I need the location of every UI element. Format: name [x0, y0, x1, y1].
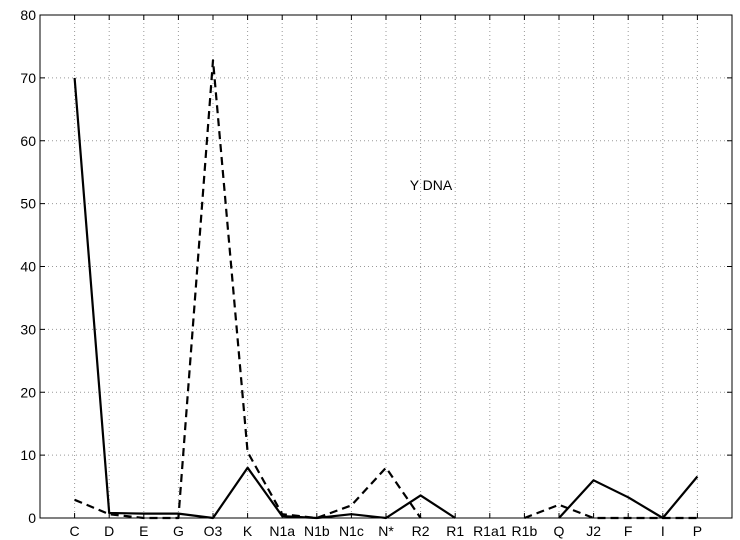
y-tick-label: 10: [20, 447, 36, 463]
x-tick-label: R2: [412, 523, 430, 539]
x-tick-label: D: [104, 523, 114, 539]
y-tick-label: 80: [20, 7, 36, 23]
y-tick-label: 20: [20, 384, 36, 400]
x-tick-label: F: [624, 523, 633, 539]
x-tick-label: C: [70, 523, 80, 539]
x-tick-label: N1a: [269, 523, 295, 539]
x-tick-label: R1a1: [473, 523, 507, 539]
x-tick-label: R1: [446, 523, 464, 539]
x-tick-label: Q: [554, 523, 565, 539]
x-tick-label: P: [693, 523, 702, 539]
chart-annotation: Y DNA: [410, 177, 453, 193]
y-tick-label: 40: [20, 259, 36, 275]
axis-ticks: [40, 14, 732, 519]
y-tick-label: 0: [28, 510, 36, 526]
x-tick-label: J2: [586, 523, 601, 539]
grid-lines: [40, 15, 732, 518]
x-tick-label: K: [243, 523, 253, 539]
series-line-solid: [73, 77, 699, 520]
y-tick-label: 30: [20, 321, 36, 337]
x-tick-labels: C D E G O3 K N1a N1b N1c N* R2 R1 R1a1 R1b Q J2 F I P: [70, 523, 703, 539]
series-group: [73, 59, 699, 520]
x-tick-label: I: [661, 523, 665, 539]
x-tick-label: O3: [204, 523, 223, 539]
x-tick-label: G: [173, 523, 184, 539]
x-tick-label: N1c: [339, 523, 364, 539]
x-tick-label: N*: [378, 523, 394, 539]
y-tick-label: 70: [20, 70, 36, 86]
x-tick-label: R1b: [512, 523, 538, 539]
x-tick-label: N1b: [304, 523, 330, 539]
y-tick-label: 50: [20, 196, 36, 212]
y-tick-labels: 0 10 20 30 40 50 60 70 80: [20, 7, 36, 526]
x-tick-label: E: [139, 523, 148, 539]
y-tick-label: 60: [20, 133, 36, 149]
series-line-dashed: [74, 59, 698, 520]
